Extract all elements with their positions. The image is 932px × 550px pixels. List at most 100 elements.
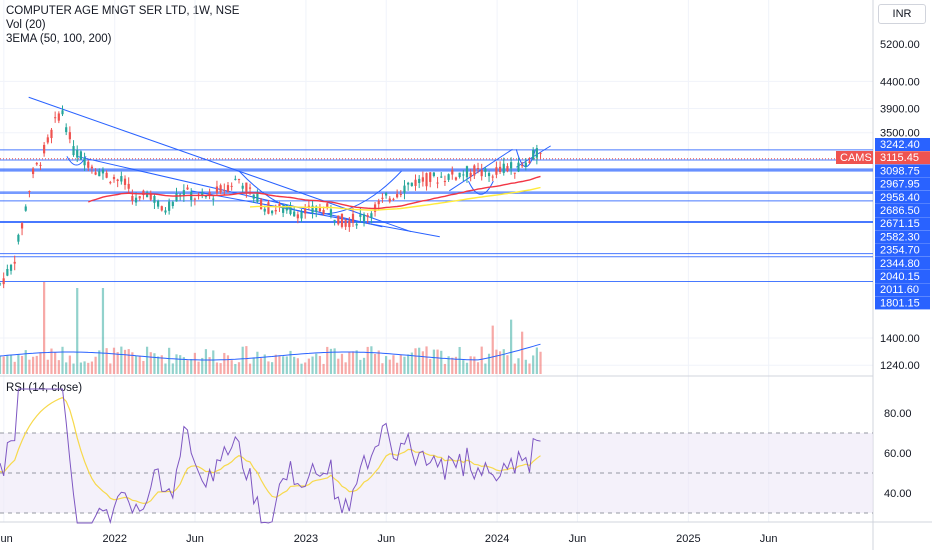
- volume-bar: [24, 350, 27, 374]
- volume-bar: [76, 288, 79, 374]
- volume-bar: [123, 349, 127, 374]
- candle-body: [392, 198, 395, 200]
- volume-bar: [68, 355, 71, 374]
- candle-body: [204, 196, 208, 198]
- candle-body: [399, 194, 402, 196]
- volume-bar: [164, 363, 167, 374]
- volume-bar: [447, 356, 450, 374]
- volume-bar: [50, 348, 53, 374]
- candle-body: [498, 166, 502, 173]
- candle-body: [186, 187, 189, 190]
- volume-bar: [138, 355, 141, 374]
- candle-body: [318, 208, 322, 212]
- ema-lines: [0, 175, 541, 361]
- candle-body: [90, 166, 94, 169]
- volume-bar: [532, 355, 535, 374]
- candle-body: [282, 205, 285, 213]
- volume-bar: [480, 346, 483, 374]
- rsi-ma-line: [0, 396, 541, 505]
- volume-bar: [112, 347, 116, 374]
- candle-body: [46, 137, 49, 143]
- price-tick-4: 1400.00: [880, 333, 920, 345]
- volume-bar: [271, 362, 274, 374]
- candle-body: [6, 268, 9, 276]
- time-tick-3: 2023: [294, 533, 318, 545]
- candle-body: [476, 168, 480, 170]
- volume-bar: [462, 360, 465, 374]
- volume-bar: [414, 348, 417, 374]
- volume-bar: [315, 353, 318, 374]
- volume-bar: [384, 356, 388, 374]
- volume-bar: [109, 363, 112, 374]
- candle-body: [528, 161, 531, 163]
- candle-body: [20, 223, 24, 229]
- candle-body: [407, 182, 410, 185]
- volume-bar: [498, 351, 502, 374]
- price-tick-2: 3900.00: [880, 103, 920, 115]
- volume-bar: [153, 353, 156, 374]
- volume-bar: [175, 354, 178, 374]
- volume-bar: [340, 353, 344, 374]
- volume-bar: [311, 356, 314, 374]
- candle-body: [134, 197, 138, 203]
- time-tick-8: Jun: [760, 533, 778, 545]
- volume-bar: [168, 347, 171, 374]
- volume-bar: [197, 361, 200, 374]
- rsi-line: [0, 388, 541, 525]
- candle-body: [414, 179, 417, 186]
- candle-body: [109, 182, 112, 184]
- volume-bar: [535, 347, 538, 374]
- candle-body: [234, 178, 237, 180]
- candle-body: [252, 194, 255, 199]
- volume-bar: [201, 357, 204, 374]
- volume-bar: [440, 350, 443, 374]
- candle-body: [421, 177, 424, 182]
- volume-bars: [0, 282, 542, 374]
- level-value-5: 2686.50: [880, 205, 920, 217]
- candle-body: [326, 203, 329, 209]
- candle-body: [17, 234, 20, 242]
- volume-bar: [476, 362, 480, 374]
- volume-bar: [388, 359, 391, 374]
- volume-bar: [208, 357, 211, 374]
- volume-bar: [252, 357, 255, 374]
- volume-bar: [212, 350, 215, 374]
- volume-bar: [259, 358, 263, 374]
- trend-down-main: [28, 96, 412, 233]
- volume-bar: [443, 363, 447, 374]
- candle-body: [296, 214, 299, 219]
- candle-body: [94, 172, 97, 175]
- candle-body: [168, 201, 171, 211]
- volume-bar: [370, 346, 373, 374]
- candle-body: [212, 198, 215, 200]
- volume-bar: [418, 347, 421, 374]
- candle-body: [337, 215, 340, 225]
- level-value-11: 2011.60: [880, 284, 919, 296]
- rsi-tick-0: 80.00: [884, 408, 912, 420]
- candle-body: [175, 193, 178, 202]
- candle-body: [105, 172, 108, 178]
- candle-body: [532, 150, 535, 160]
- volume-bar: [226, 355, 230, 374]
- volume-bar: [432, 349, 435, 374]
- volume-bar: [237, 362, 241, 374]
- rsi-lines: [0, 388, 541, 525]
- candle-body: [487, 172, 491, 177]
- candle-body: [72, 146, 75, 156]
- candle-body: [274, 210, 277, 212]
- candle-body: [245, 182, 248, 193]
- candle-body: [9, 264, 13, 271]
- volume-bar: [131, 352, 134, 374]
- time-axis: Jun 2022 Jun 2023 Jun 2024 Jun 2025 Jun: [0, 533, 778, 545]
- candle-body: [304, 208, 307, 214]
- volume-bar: [39, 352, 42, 374]
- candle-body: [524, 162, 527, 167]
- level-tag-8: [875, 243, 930, 257]
- candle-body: [510, 162, 513, 169]
- candle-body: [223, 189, 226, 191]
- candle-body: [182, 190, 185, 196]
- currency-button[interactable]: INR: [878, 4, 926, 24]
- volume-bar: [223, 352, 226, 374]
- volume-bar: [296, 358, 299, 374]
